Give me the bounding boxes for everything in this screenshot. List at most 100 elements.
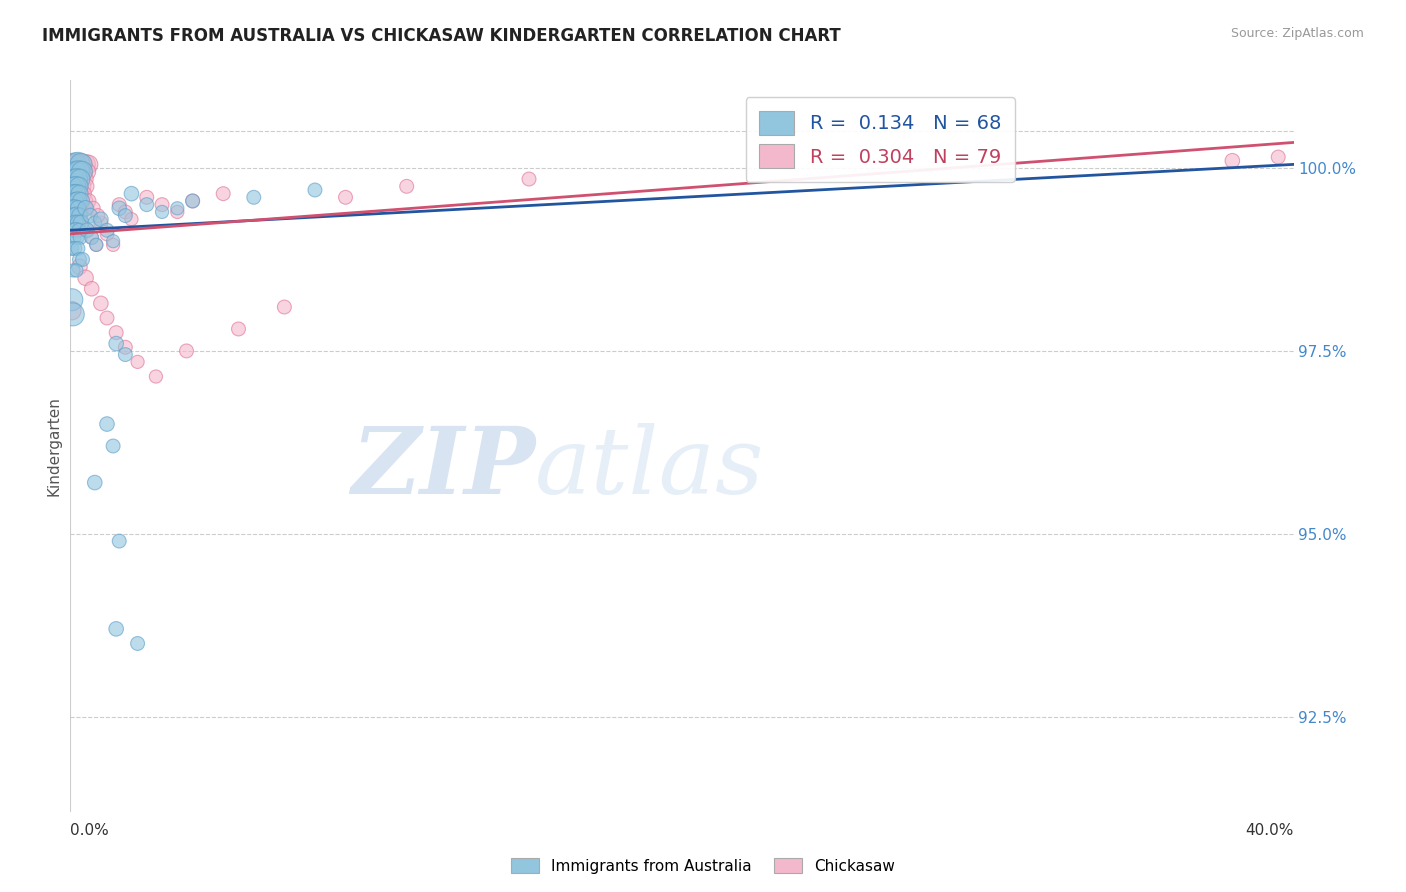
Point bbox=[66, 202, 89, 216]
Point bbox=[90, 212, 112, 227]
Point bbox=[62, 307, 84, 321]
Text: 0.0%: 0.0% bbox=[70, 822, 110, 838]
Point bbox=[105, 622, 128, 636]
Point bbox=[60, 293, 83, 307]
Point bbox=[73, 186, 96, 201]
Point bbox=[62, 209, 84, 223]
Point bbox=[84, 238, 107, 252]
Point bbox=[65, 194, 87, 208]
Point bbox=[73, 202, 96, 216]
Point bbox=[101, 234, 124, 248]
Point bbox=[73, 165, 96, 179]
Point bbox=[67, 165, 90, 179]
Point bbox=[150, 205, 173, 219]
Point bbox=[69, 230, 91, 244]
Point bbox=[65, 209, 87, 223]
Point bbox=[395, 179, 418, 194]
Point bbox=[69, 186, 91, 201]
Point bbox=[63, 216, 86, 230]
Point bbox=[62, 186, 84, 201]
Point bbox=[76, 223, 98, 237]
Point bbox=[65, 263, 87, 277]
Point bbox=[77, 194, 100, 208]
Point bbox=[70, 216, 93, 230]
Point bbox=[66, 194, 89, 208]
Point bbox=[62, 223, 84, 237]
Point bbox=[75, 194, 97, 208]
Point bbox=[108, 197, 131, 211]
Point bbox=[70, 157, 93, 171]
Point bbox=[70, 172, 93, 186]
Point bbox=[66, 186, 89, 201]
Point bbox=[66, 202, 89, 216]
Point bbox=[87, 209, 110, 223]
Point bbox=[72, 179, 94, 194]
Point bbox=[76, 202, 98, 216]
Point bbox=[63, 186, 86, 201]
Point bbox=[63, 202, 86, 216]
Point bbox=[65, 157, 87, 171]
Point bbox=[66, 179, 89, 194]
Point bbox=[127, 636, 149, 650]
Text: Source: ZipAtlas.com: Source: ZipAtlas.com bbox=[1230, 27, 1364, 40]
Point bbox=[243, 190, 266, 204]
Point bbox=[60, 242, 83, 256]
Point bbox=[135, 197, 157, 211]
Point bbox=[96, 227, 118, 241]
Point bbox=[67, 179, 90, 194]
Point bbox=[69, 179, 91, 194]
Point bbox=[63, 179, 86, 194]
Point bbox=[1220, 153, 1243, 168]
Point bbox=[114, 205, 136, 219]
Y-axis label: Kindergarten: Kindergarten bbox=[46, 396, 62, 496]
Point bbox=[63, 165, 86, 179]
Point bbox=[84, 238, 107, 252]
Point bbox=[304, 183, 326, 197]
Point bbox=[66, 165, 89, 179]
Point bbox=[83, 475, 105, 490]
Point bbox=[181, 194, 204, 208]
Point bbox=[75, 202, 97, 216]
Text: ZIP: ZIP bbox=[352, 423, 536, 513]
Point bbox=[176, 343, 198, 358]
Point bbox=[96, 311, 118, 326]
Point bbox=[228, 322, 250, 336]
Point bbox=[63, 242, 86, 256]
Text: atlas: atlas bbox=[536, 423, 765, 513]
Point bbox=[75, 157, 97, 171]
Point bbox=[69, 252, 91, 267]
Point bbox=[335, 190, 357, 204]
Point bbox=[80, 230, 103, 244]
Point bbox=[96, 223, 118, 237]
Point bbox=[105, 326, 128, 340]
Point bbox=[76, 223, 98, 237]
Point bbox=[101, 439, 124, 453]
Point bbox=[127, 355, 149, 369]
Point bbox=[60, 209, 83, 223]
Point bbox=[60, 303, 83, 318]
Point bbox=[121, 186, 143, 201]
Point bbox=[65, 179, 87, 194]
Point bbox=[212, 186, 235, 201]
Point bbox=[73, 172, 96, 186]
Point bbox=[69, 172, 91, 186]
Point bbox=[96, 417, 118, 431]
Point bbox=[69, 209, 91, 223]
Text: IMMIGRANTS FROM AUSTRALIA VS CHICKASAW KINDERGARTEN CORRELATION CHART: IMMIGRANTS FROM AUSTRALIA VS CHICKASAW K… bbox=[42, 27, 841, 45]
Text: 40.0%: 40.0% bbox=[1246, 822, 1294, 838]
Point bbox=[70, 194, 93, 208]
Point bbox=[517, 172, 540, 186]
Point bbox=[166, 205, 188, 219]
Point bbox=[66, 230, 89, 244]
Point bbox=[62, 216, 84, 230]
Point bbox=[65, 172, 87, 186]
Point bbox=[63, 202, 86, 216]
Point bbox=[108, 534, 131, 549]
Point bbox=[105, 336, 128, 351]
Point bbox=[114, 340, 136, 354]
Point bbox=[72, 157, 94, 171]
Point bbox=[80, 230, 103, 244]
Point bbox=[65, 165, 87, 179]
Point bbox=[150, 197, 173, 211]
Point bbox=[101, 238, 124, 252]
